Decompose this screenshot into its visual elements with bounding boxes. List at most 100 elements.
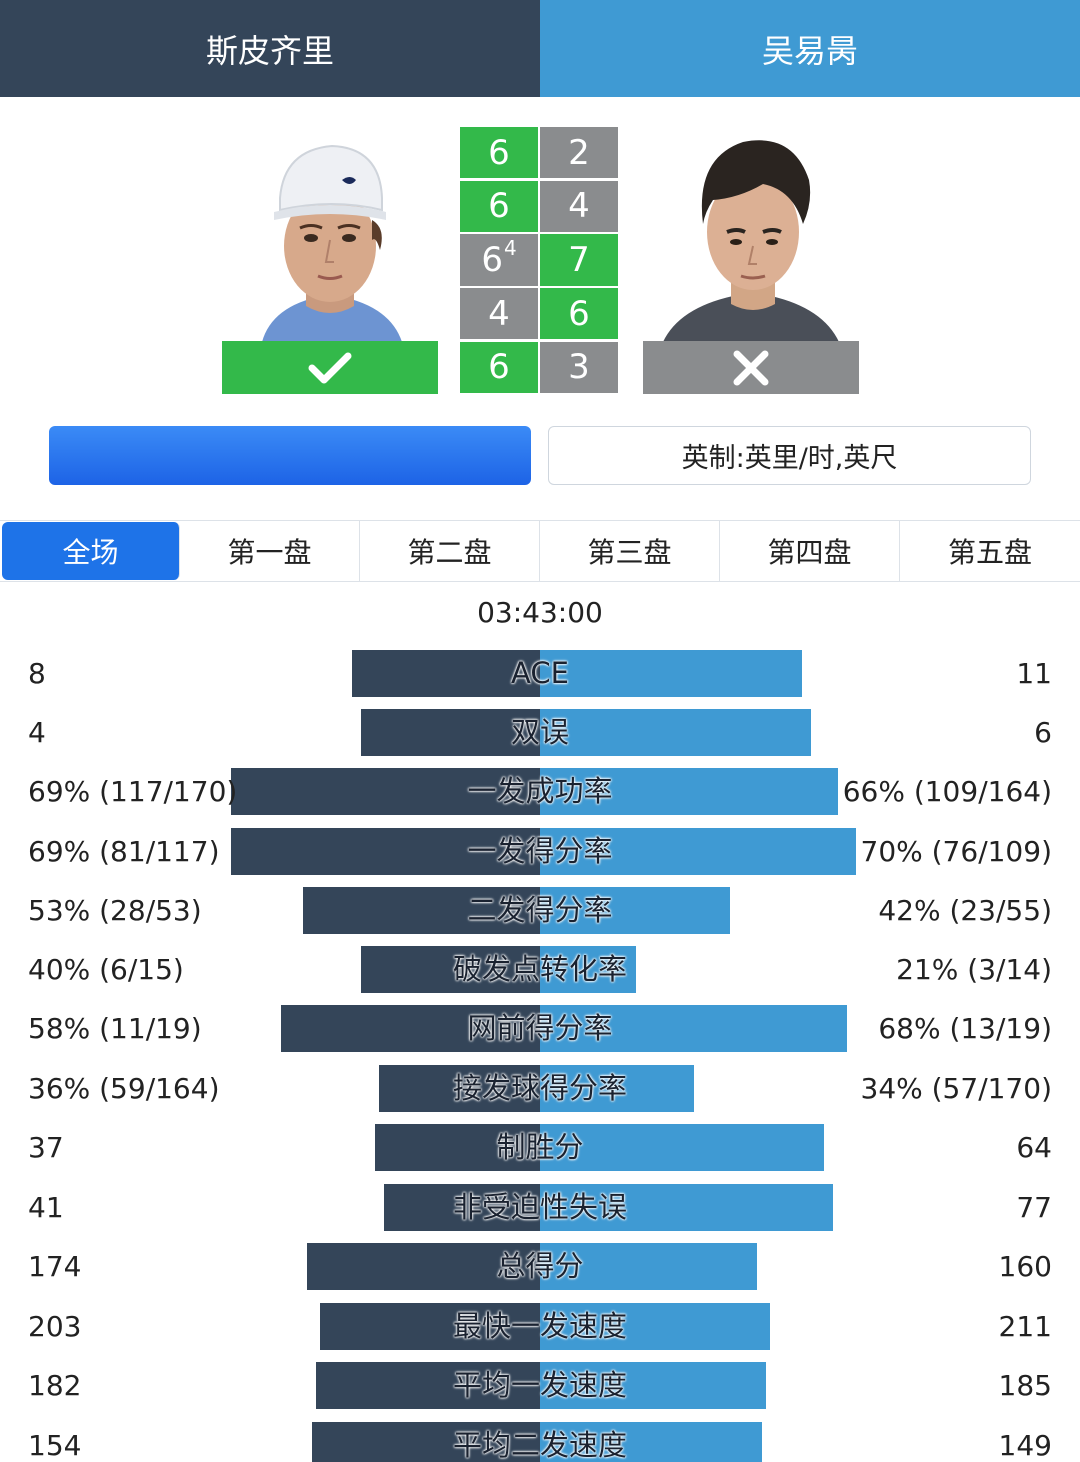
- player2-stat-value: 211: [998, 1310, 1052, 1343]
- blurred-action-button[interactable]: [49, 426, 531, 485]
- player1-stat-value: 40% (6/15): [28, 953, 184, 986]
- player1-stat-bar: [379, 1065, 540, 1112]
- player1-stat-bar: [303, 887, 540, 934]
- player2-photo: [643, 128, 859, 342]
- player-photo-icon: [643, 128, 859, 342]
- player1-stat-bar: [316, 1362, 540, 1409]
- match-duration: 03:43:00: [477, 596, 603, 629]
- stat-row: 53% (28/53) 42% (23/55) 二发得分率: [0, 887, 1080, 934]
- player1-set-score: 6: [460, 127, 538, 179]
- player1-set-score: 4: [460, 288, 538, 340]
- player2-stat-value: 42% (23/55): [878, 894, 1052, 927]
- player2-stat-bar: [540, 1422, 762, 1462]
- player2-stat-bar: [540, 650, 802, 697]
- tab-set-5[interactable]: 第五盘: [900, 521, 1080, 581]
- player1-stat-bar: [384, 1184, 540, 1231]
- player1-stat-value: 53% (28/53): [28, 894, 202, 927]
- stat-label: 一发得分率: [467, 834, 613, 868]
- set-tabs: 全场 第一盘 第二盘 第三盘 第四盘 第五盘: [0, 520, 1080, 582]
- player1-stat-value: 174: [28, 1250, 82, 1283]
- player1-stat-bar: [375, 1124, 540, 1171]
- player1-stat-bar: [312, 1422, 540, 1462]
- stat-label: 总得分: [496, 1249, 584, 1283]
- player2-stat-value: 68% (13/19): [878, 1012, 1052, 1045]
- stat-row: 58% (11/19) 68% (13/19) 网前得分率: [0, 1005, 1080, 1052]
- stat-label: 制胜分: [496, 1130, 584, 1164]
- player1-set-score: 6: [460, 341, 538, 393]
- player2-stat-value: 160: [998, 1250, 1052, 1283]
- player1-photo: [222, 128, 438, 342]
- stat-row: 203 211 最快一发速度: [0, 1303, 1080, 1350]
- player1-stat-bar: [361, 709, 540, 756]
- stat-row: 41 77 非受迫性失误: [0, 1184, 1080, 1231]
- player1-stat-bar: [231, 768, 540, 815]
- player1-name[interactable]: 斯皮齐里: [0, 0, 540, 97]
- player2-stat-bar: [540, 1124, 824, 1171]
- player2-name[interactable]: 吴易昺: [540, 0, 1080, 97]
- player1-stat-bar: [352, 650, 540, 697]
- player2-stat-bar: [540, 828, 856, 875]
- stat-row: 36% (59/164) 34% (57/170) 接发球得分率: [0, 1065, 1080, 1112]
- player2-stat-value: 185: [998, 1369, 1052, 1402]
- player2-stat-value: 11: [1016, 657, 1052, 690]
- stat-label: 平均一发速度: [452, 1368, 627, 1402]
- player1-stat-value: 4: [28, 716, 46, 749]
- stat-row: 182 185 平均一发速度: [0, 1362, 1080, 1409]
- player1-stat-bar: [281, 1005, 540, 1052]
- player2-stat-bar: [540, 887, 730, 934]
- player2-stat-bar: [540, 1362, 766, 1409]
- player2-stat-value: 77: [1016, 1191, 1052, 1224]
- player2-set-score: 3: [540, 341, 618, 393]
- player1-set-score: 6: [460, 180, 538, 232]
- tab-match[interactable]: 全场: [2, 522, 180, 580]
- tab-set-2[interactable]: 第二盘: [360, 521, 540, 581]
- stat-row: 69% (117/170) 66% (109/164) 一发成功率: [0, 768, 1080, 815]
- player2-set-score: 2: [540, 127, 618, 179]
- player2-stat-value: 6: [1034, 716, 1052, 749]
- player1-stat-value: 58% (11/19): [28, 1012, 202, 1045]
- player-photo-icon: [222, 128, 438, 342]
- player1-stat-value: 182: [28, 1369, 82, 1402]
- player2-stat-value: 34% (57/170): [860, 1072, 1053, 1105]
- player1-result: [222, 341, 438, 394]
- stat-label: 最快一发速度: [452, 1309, 627, 1343]
- match-header: 斯皮齐里 吴易昺: [0, 0, 1080, 97]
- stat-label: 破发点转化率: [452, 952, 627, 986]
- player2-set-score: 7: [540, 234, 618, 286]
- tab-set-1[interactable]: 第一盘: [180, 521, 360, 581]
- player2-stat-bar: [540, 1005, 847, 1052]
- player2-stat-bar: [540, 709, 811, 756]
- player1-stat-value: 154: [28, 1429, 82, 1462]
- player2-stat-bar: [540, 1184, 833, 1231]
- player2-stat-value: 70% (76/109): [860, 835, 1053, 868]
- player2-stat-bar: [540, 1065, 694, 1112]
- tab-set-3[interactable]: 第三盘: [540, 521, 720, 581]
- player2-stat-bar: [540, 946, 636, 993]
- stat-label: 网前得分率: [467, 1011, 613, 1045]
- player1-stat-value: 41: [28, 1191, 64, 1224]
- stat-row: 8 11 ACE: [0, 650, 1080, 697]
- stat-row: 37 64 制胜分: [0, 1124, 1080, 1171]
- cross-icon: [733, 350, 769, 385]
- player2-set-score: 4: [540, 180, 618, 232]
- player2-stat-bar: [540, 768, 838, 815]
- checkmark-icon: [308, 352, 352, 383]
- stat-row: 40% (6/15) 21% (3/14) 破发点转化率: [0, 946, 1080, 993]
- units-toggle-button[interactable]: 英制:英里/时,英尺: [548, 426, 1031, 485]
- stat-label: ACE: [511, 656, 569, 690]
- tab-set-4[interactable]: 第四盘: [720, 521, 900, 581]
- player2-stat-value: 149: [998, 1429, 1052, 1462]
- stat-row: 174 160 总得分: [0, 1243, 1080, 1290]
- player1-stat-bar: [307, 1243, 540, 1290]
- player1-stat-value: 36% (59/164): [28, 1072, 220, 1105]
- player1-stat-bar: [231, 828, 540, 875]
- stat-row: 4 6 双误: [0, 709, 1080, 756]
- stat-label: 二发得分率: [467, 893, 613, 927]
